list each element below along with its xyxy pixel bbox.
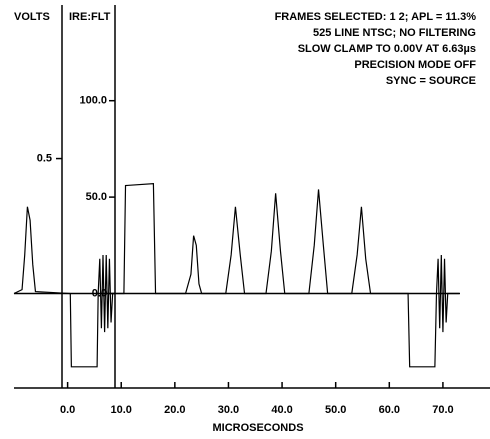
annotation: FRAMES SELECTED: 1 2; APL = 11.3% [275, 11, 477, 23]
x-tick-label: 0.0 [60, 404, 75, 416]
annotation: SLOW CLAMP TO 0.00V AT 6.63µs [298, 43, 476, 55]
x-tick-label: 60.0 [379, 404, 400, 416]
y-tick-label: 0.0 [92, 287, 107, 299]
x-tick-label: 70.0 [432, 404, 453, 416]
x-tick-label: 30.0 [218, 404, 239, 416]
x-tick-label: 10.0 [111, 404, 132, 416]
y2-axis-label: VOLTS [14, 11, 50, 23]
y-tick-label: 50.0 [86, 191, 107, 203]
x-axis-label: MICROSECONDS [212, 422, 303, 434]
annotation: PRECISION MODE OFF [354, 59, 476, 71]
annotation: SYNC = SOURCE [386, 75, 476, 87]
x-tick-label: 50.0 [325, 404, 346, 416]
y-tick-label: 100.0 [79, 95, 107, 107]
x-tick-label: 40.0 [271, 404, 292, 416]
y-axis-label: IRE:FLT [69, 11, 111, 23]
y2-tick-label: 0.5 [37, 152, 52, 164]
x-tick-label: 20.0 [164, 404, 185, 416]
annotation: 525 LINE NTSC; NO FILTERING [313, 27, 476, 39]
waveform [13, 182, 459, 368]
